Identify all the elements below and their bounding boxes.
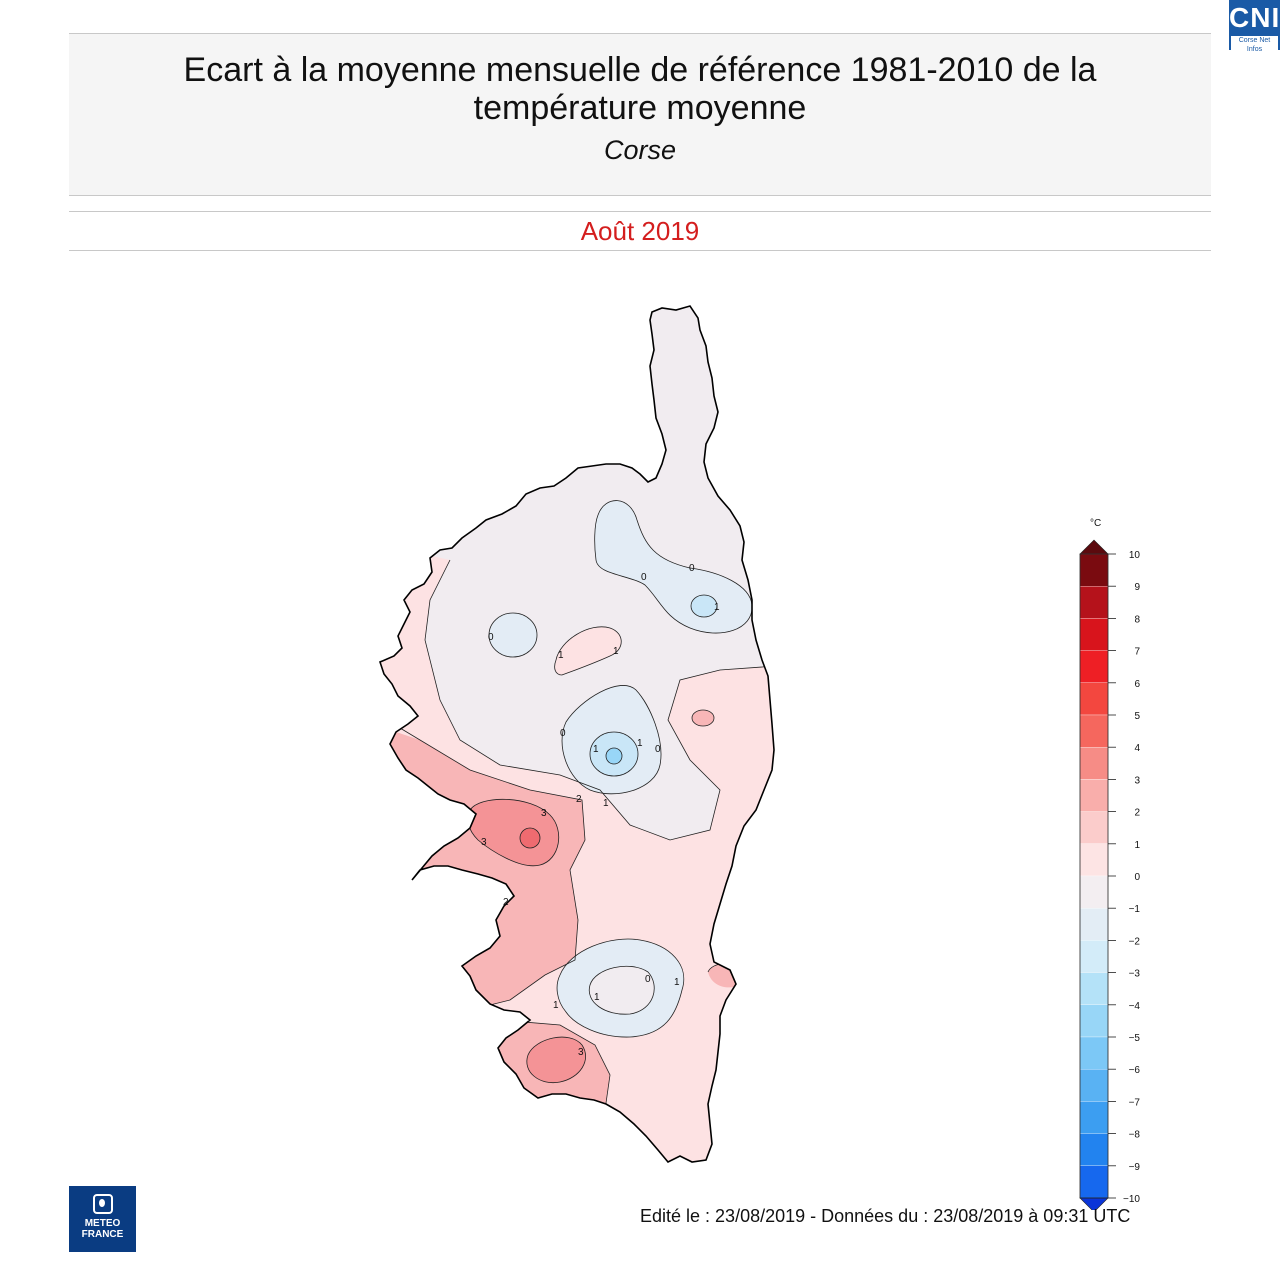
contour-lines: [399, 500, 774, 1111]
legend-swatch: [1079, 940, 1109, 973]
legend-color-bar: [1079, 539, 1109, 1210]
legend-swatch: [1079, 714, 1109, 748]
legend-tick-label: 2: [1134, 808, 1140, 819]
legend-swatch: [1079, 811, 1109, 844]
zone-neg2-north: [690, 594, 718, 618]
legend-tick-label: −4: [1129, 1001, 1141, 1012]
title-panel: Ecart à la moyenne mensuelle de référenc…: [69, 33, 1211, 196]
contour-label: 1: [637, 738, 643, 749]
contour-label: 1: [553, 1000, 559, 1011]
contour-label: 0: [560, 728, 566, 739]
legend-tick-label: −5: [1129, 1033, 1141, 1044]
legend-swatch: [1079, 1165, 1109, 1199]
legend-swatch: [1079, 650, 1109, 683]
period-label: Août 2019: [69, 211, 1211, 251]
meteo-france-emblem-icon: [92, 1194, 113, 1214]
legend-swatch: [1079, 843, 1109, 877]
title-line-1: Ecart à la moyenne mensuelle de référenc…: [183, 51, 1097, 89]
legend-swatch: [1079, 747, 1109, 780]
zone-neg3-center: [605, 747, 623, 765]
legend-tick-label: −2: [1129, 936, 1141, 947]
contour-label: 3: [481, 837, 487, 848]
contour-label: 1: [613, 646, 619, 657]
legend-swatch: [1079, 586, 1109, 619]
legend-tick-label: 9: [1134, 582, 1140, 593]
legend-swatch: [1079, 875, 1109, 909]
legend-tick-label: −1: [1129, 904, 1141, 915]
legend-tick-label: −7: [1129, 1097, 1141, 1108]
contour-label: 2: [503, 897, 509, 908]
contour-label: 1: [594, 992, 600, 1003]
legend-swatch: [1079, 1133, 1109, 1166]
contour-label-group: 0 0 1 0 1 1 0 1 0 1 1 2 3 3 2 0 1 1 3 1: [481, 563, 720, 1058]
legend-swatch: [1079, 1004, 1109, 1038]
legend-tick-label: 10: [1129, 550, 1141, 561]
legend-swatch: [1079, 1036, 1109, 1070]
zone-1-2-north: [554, 626, 622, 675]
legend-swatch: [1079, 1101, 1109, 1134]
legend-swatch: [1079, 908, 1109, 941]
meteo-france-logo-line2: FRANCE: [81, 1229, 124, 1240]
legend-swatch: [1079, 618, 1109, 651]
legend-tick-label: 0: [1134, 872, 1140, 883]
legend-tick-label: −8: [1129, 1130, 1141, 1141]
meteo-france-logo-line1: METEO: [84, 1218, 121, 1229]
zone-4-5-west: [519, 827, 541, 849]
zone-neg2-south: [589, 966, 655, 1015]
meteo-france-logo: METEO FRANCE: [69, 1186, 136, 1252]
contour-label: 0: [488, 632, 494, 643]
legend-tick-label: 3: [1134, 775, 1140, 786]
contour-label: 0: [641, 572, 647, 583]
cni-logo-text: CNI: [1229, 2, 1280, 33]
legend-swatch: [1079, 682, 1109, 716]
contour-label: 1: [603, 798, 609, 809]
edition-footer: Edité le : 23/08/2019 - Données du : 23/…: [640, 1206, 1131, 1226]
legend-tick-label: 8: [1134, 614, 1140, 625]
legend-tick-label: −3: [1129, 969, 1141, 980]
legend-unit: °C: [1090, 518, 1101, 529]
anomaly-fill-layer: [380, 306, 774, 1162]
legend-tick-label: 5: [1134, 711, 1140, 722]
legend-tick-label: 1: [1134, 840, 1140, 851]
region-subtitle: Corse: [603, 135, 677, 165]
legend-swatch: [1079, 972, 1109, 1005]
contour-label: 0: [645, 974, 651, 985]
zone-3-4-south: [526, 1037, 586, 1083]
zone-3-4-west: [467, 799, 559, 866]
contour-label: 0: [689, 563, 695, 574]
legend-arrow-top: [1079, 539, 1109, 555]
contour-label: 3: [541, 808, 547, 819]
legend-tick-label: −6: [1129, 1065, 1141, 1076]
legend-tick-label: 7: [1134, 647, 1140, 658]
zone-1-2-east: [691, 709, 715, 727]
contour-label: 2: [576, 794, 582, 805]
legend-swatch: [1079, 553, 1109, 587]
cni-logo-subtext: Corse Net Infos: [1231, 36, 1278, 54]
contour-label: 1: [558, 650, 564, 661]
contour-label: 1: [714, 602, 720, 613]
zone-neg-northwest: [488, 612, 538, 658]
legend-tick-label: −10: [1123, 1194, 1140, 1205]
title-line-2: température moyenne: [473, 89, 807, 127]
legend-tick-label: 4: [1134, 743, 1140, 754]
contour-label: 0: [655, 744, 661, 755]
legend-swatch: [1079, 779, 1109, 812]
legend-swatch: [1079, 1069, 1109, 1102]
contour-label: 3: [578, 1047, 584, 1058]
legend-tick-label: 6: [1134, 679, 1140, 690]
cni-logo: CNI Corse Net Infos: [1229, 0, 1280, 54]
contour-label: 1: [674, 977, 680, 988]
legend-tick-label: −9: [1129, 1162, 1141, 1173]
corsica-outline: [379, 305, 775, 1163]
contour-label: 1: [593, 744, 599, 755]
